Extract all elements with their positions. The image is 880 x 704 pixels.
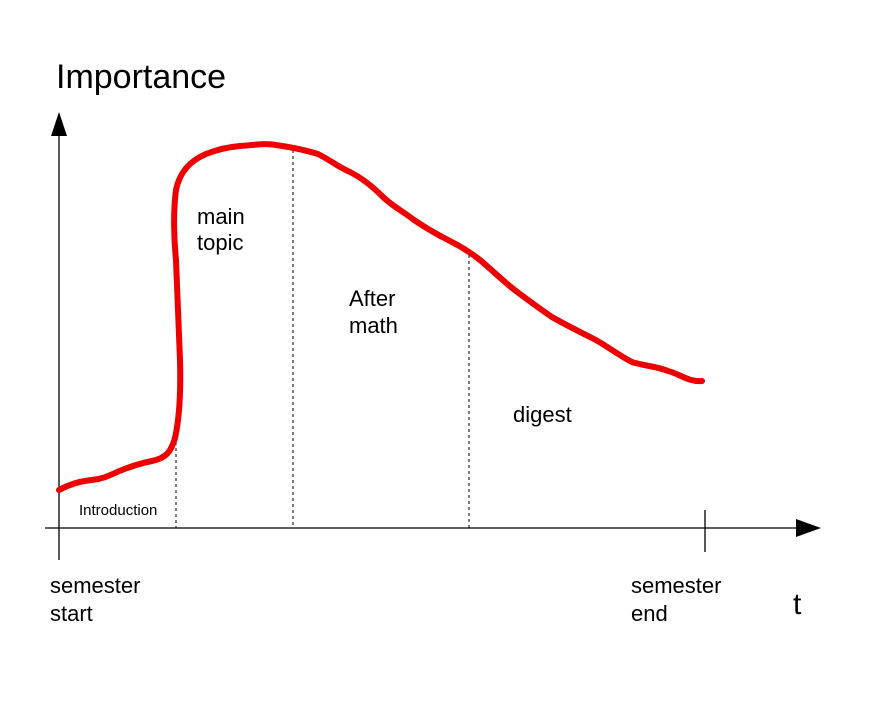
semester-start-line2: start bbox=[50, 601, 93, 626]
phase-main-topic-line1: main bbox=[197, 204, 245, 229]
phase-introduction-label: Introduction bbox=[79, 502, 157, 519]
semester-end-line1: semester bbox=[631, 573, 721, 598]
y-axis-label: Importance bbox=[56, 58, 226, 96]
x-axis-arrowhead bbox=[796, 519, 821, 537]
importance-curve bbox=[56, 141, 705, 493]
semester-end-line2: end bbox=[631, 601, 668, 626]
phase-after-math-line1: After bbox=[349, 286, 395, 311]
phase-main-topic-label: main topic bbox=[197, 204, 251, 255]
y-axis-arrowhead bbox=[51, 112, 67, 136]
phase-after-math-line2: math bbox=[349, 313, 398, 338]
x-axis-label: t bbox=[793, 588, 802, 621]
phase-digest-label: digest bbox=[513, 402, 572, 427]
semester-start-label: semester start bbox=[50, 573, 147, 626]
semester-end-label: semester end bbox=[631, 573, 728, 626]
phase-after-math-label: After math bbox=[349, 286, 402, 338]
phase-main-topic-line2: topic bbox=[197, 230, 243, 255]
semester-start-line1: semester bbox=[50, 573, 140, 598]
